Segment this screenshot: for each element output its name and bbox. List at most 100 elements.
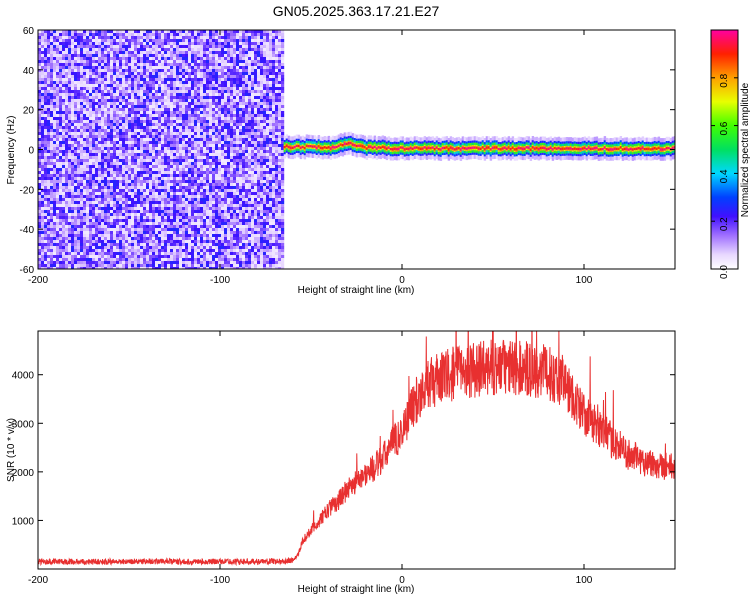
spectrogram-cell bbox=[53, 249, 57, 253]
spectrogram-cell bbox=[188, 198, 192, 202]
spectrogram-cell bbox=[77, 249, 81, 253]
spectrogram-cell bbox=[182, 138, 186, 142]
spectrogram-cell bbox=[170, 45, 174, 49]
spectrogram-cell bbox=[134, 237, 138, 241]
spectrogram-cell bbox=[104, 153, 108, 157]
spectrogram-cell bbox=[179, 108, 183, 112]
spectrogram-cell bbox=[38, 261, 42, 265]
spectrogram-cell bbox=[41, 237, 45, 241]
spectrogram-cell bbox=[122, 78, 126, 82]
spectrogram-cell bbox=[68, 87, 72, 91]
spectrogram-cell bbox=[149, 51, 153, 55]
spectrogram-cell bbox=[38, 126, 42, 130]
spectrogram-cell bbox=[209, 42, 213, 46]
spectrogram-cell bbox=[212, 45, 216, 49]
spectrogram-cell bbox=[152, 183, 156, 187]
spectrogram-cell bbox=[41, 147, 45, 151]
spectrogram-cell bbox=[134, 51, 138, 55]
spectrogram-cell bbox=[68, 99, 72, 103]
spectrogram-cell bbox=[44, 126, 48, 130]
spectrogram-cell bbox=[56, 159, 60, 163]
spectrogram-cell bbox=[86, 189, 90, 193]
spectrogram-cell bbox=[74, 243, 78, 247]
spectrogram-cell bbox=[215, 177, 219, 181]
spectrogram-cell bbox=[131, 201, 135, 205]
spectrogram-cell bbox=[170, 66, 174, 70]
spectrogram-cell bbox=[89, 255, 93, 259]
spectrogram-cell bbox=[182, 57, 186, 61]
spectrogram-cell bbox=[71, 105, 75, 109]
spectrogram-cell bbox=[200, 45, 204, 49]
spectrogram-cell bbox=[215, 81, 219, 85]
spectrogram-cell bbox=[101, 78, 105, 82]
spectrogram-cell bbox=[164, 258, 168, 262]
spectrogram-cell bbox=[125, 267, 129, 269]
spectrogram-cell bbox=[176, 174, 180, 178]
spectrogram-cell bbox=[131, 225, 135, 229]
spectrogram-cell bbox=[44, 222, 48, 226]
spectrogram-cell bbox=[221, 237, 225, 241]
spectrogram-cell bbox=[86, 156, 90, 160]
spectrogram-cell bbox=[212, 213, 216, 217]
spectrogram-cell bbox=[125, 210, 129, 214]
spectrogram-cell bbox=[83, 72, 87, 76]
spectrogram-cell bbox=[47, 123, 51, 127]
spectrogram-cell bbox=[212, 159, 216, 163]
spectrogram-cell bbox=[176, 180, 180, 184]
spectrogram-cell bbox=[107, 141, 111, 145]
spectrogram-cell bbox=[41, 99, 45, 103]
spectrogram-cell bbox=[89, 252, 93, 256]
spectrogram-cell bbox=[146, 165, 150, 169]
spectrogram-cell bbox=[152, 99, 156, 103]
spectrogram-cell bbox=[125, 171, 129, 175]
spectrogram-cell bbox=[167, 87, 171, 91]
spectrogram-cell bbox=[179, 72, 183, 76]
spectrogram-cell bbox=[143, 129, 147, 133]
spectrogram-cell bbox=[152, 156, 156, 160]
spectrogram-cell bbox=[134, 267, 138, 269]
spectrogram-cell bbox=[209, 159, 213, 163]
spectrogram-cell bbox=[176, 48, 180, 52]
spectrogram-cell bbox=[74, 156, 78, 160]
spectrogram-cell bbox=[56, 246, 60, 250]
spectrogram-cell bbox=[185, 195, 189, 199]
spectrogram-cell bbox=[188, 219, 192, 223]
spectrogram-cell bbox=[50, 120, 54, 124]
spectrogram-cell bbox=[185, 216, 189, 220]
spectrogram-cell bbox=[47, 174, 51, 178]
spectrogram-cell bbox=[107, 168, 111, 172]
spectrogram-cell bbox=[59, 108, 63, 112]
spectrogram-cell bbox=[200, 228, 204, 232]
spectrogram-cell bbox=[170, 210, 174, 214]
spectrogram-cell bbox=[164, 81, 168, 85]
spectrogram-cell bbox=[62, 243, 66, 247]
spectrogram-cell bbox=[104, 150, 108, 154]
spectrogram-cell bbox=[44, 162, 48, 166]
spectrogram-cell bbox=[116, 165, 120, 169]
spectrogram-cell bbox=[47, 108, 51, 112]
spectrogram-cell bbox=[134, 195, 138, 199]
spectrogram-cell bbox=[41, 141, 45, 145]
spectrogram-cell bbox=[53, 42, 57, 46]
spectrogram-cell bbox=[188, 159, 192, 163]
spectrogram-cell bbox=[215, 51, 219, 55]
spectrogram-cell bbox=[107, 108, 111, 112]
spectrogram-cell bbox=[179, 114, 183, 118]
spectrogram-cell bbox=[47, 153, 51, 157]
spectrogram-cell bbox=[53, 96, 57, 100]
spectrogram-cell bbox=[191, 180, 195, 184]
spectrogram-cell bbox=[137, 69, 141, 73]
spectrogram-cell bbox=[176, 60, 180, 64]
spectrogram-cell bbox=[95, 126, 99, 130]
spectrogram-cell bbox=[41, 129, 45, 133]
spectrogram-cell bbox=[194, 186, 198, 190]
spectrogram-cell bbox=[212, 186, 216, 190]
spectrogram-cell bbox=[131, 63, 135, 67]
spectrogram-cell bbox=[167, 54, 171, 58]
spectrogram-cell bbox=[71, 42, 75, 46]
spectrogram-cell bbox=[152, 36, 156, 40]
spectrogram-cell bbox=[80, 60, 84, 64]
spectrogram-cell bbox=[62, 195, 66, 199]
spectrogram-cell bbox=[89, 174, 93, 178]
spectrogram-cell bbox=[185, 159, 189, 163]
